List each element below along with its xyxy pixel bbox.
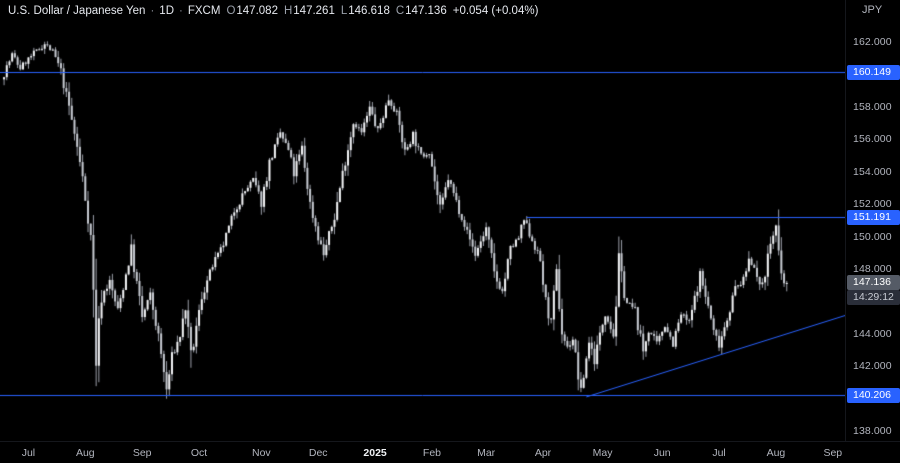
time-axis-label: Nov [252,447,271,459]
time-axis-label: Oct [190,447,208,459]
time-axis-label: Feb [422,447,442,459]
separator-dot: · [179,5,183,17]
symbol-title[interactable]: U.S. Dollar / Japanese Yen [8,5,146,17]
time-axis-label: Apr [534,447,552,459]
level-price-label: 151.191 [847,209,900,225]
price-tick-label: 138.000 [853,424,892,437]
time-axis-label: Mar [477,447,496,459]
high-value: H 147.261 [284,5,335,17]
price-tick-label: 152.000 [853,198,892,211]
price-tick-label: 158.000 [853,100,892,113]
ohlc-number: 147.261 [293,5,335,17]
last-price-label: 147.136 [847,275,900,291]
open-value: O 147.082 [226,5,278,17]
price-tick-label: 162.000 [853,36,892,49]
time-axis-label: Sep [823,447,843,459]
time-axis-label: Aug [766,447,786,459]
currency-label[interactable]: JPY [862,4,883,16]
close-value: C 147.136 [396,5,447,17]
level-price-label: 160.149 [847,64,900,80]
ohlc-letter: C [395,5,405,17]
time-axis-label: May [592,447,613,459]
ohlc-letter: H [283,5,293,17]
ohlc-number: 147.136 [405,5,447,17]
time-axis-label: Sep [132,447,152,459]
countdown-label: 14:29:12 [847,290,900,306]
time-axis-label: Aug [75,447,95,459]
ohlc-letter: O [226,5,236,17]
symbol-legend[interactable]: U.S. Dollar / Japanese Yen · 1D · FXCM O… [8,5,538,17]
separator-dot: · [150,5,155,17]
ohlc-letter: L [340,5,348,17]
exchange-label[interactable]: FXCM [187,5,221,17]
level-price-label: 140.206 [847,387,900,403]
time-axis-label: 2025 [363,447,387,459]
low-value: L 146.618 [341,5,390,17]
price-tick-label: 144.000 [853,327,892,340]
time-axis-label: Dec [308,447,328,459]
time-axis-label: Jul [21,447,36,459]
price-change: +0.054 (+0.04%) [452,5,539,17]
price-axis[interactable]: JPY 162.000 158.000 156.000 154.000 152.000 1… [845,0,900,441]
ohlc-number: 147.082 [236,5,278,17]
interval-label[interactable]: 1D [159,5,174,17]
price-chart-canvas[interactable] [0,0,845,441]
price-tick-label: 150.000 [853,230,892,243]
price-tick-label: 154.000 [853,165,892,178]
ohlc-number: 146.618 [348,5,390,17]
price-tick-label: 156.000 [853,133,892,146]
time-axis-label: Jul [712,447,726,459]
time-axis[interactable]: Jul Aug Sep Oct Nov Dec 2025 Feb Mar Apr May Jun Jul… [0,441,900,463]
price-tick-label: 142.000 [853,360,892,373]
price-tick-label: 148.000 [853,262,892,275]
time-axis-label: Jun [653,447,671,459]
